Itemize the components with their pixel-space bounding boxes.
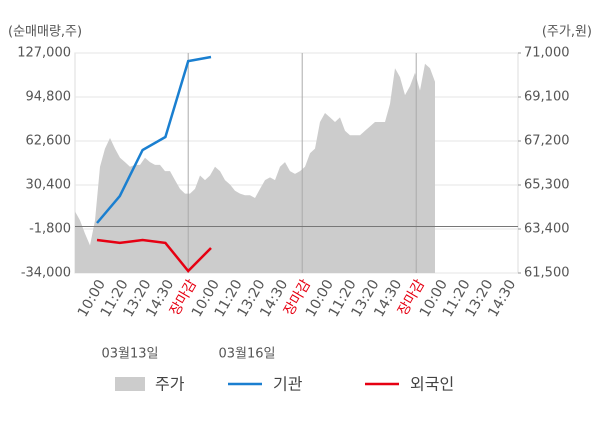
legend-label: 기관	[273, 375, 303, 394]
series-line	[96, 55, 212, 224]
price-area	[75, 63, 435, 274]
y-tick-label: -1,800	[29, 222, 71, 237]
y-tick-label: 127,000	[17, 46, 71, 61]
y-tick-label: 94,800	[26, 90, 72, 105]
y2-tick-label: 61,500	[524, 266, 570, 281]
y2-tick-label: 63,400	[524, 222, 570, 237]
legend-swatch	[115, 377, 145, 391]
y-tick-label: 62,600	[26, 134, 72, 149]
y2-tick-label: 67,200	[524, 134, 570, 149]
y2-tick-label: 69,100	[524, 90, 570, 105]
legend-label: 주가	[155, 375, 185, 394]
series-line	[96, 238, 212, 273]
y-tick-label: 30,400	[26, 178, 72, 193]
y2-axis-label: (주가,원)	[542, 25, 592, 40]
legend-label: 외국인	[410, 375, 454, 394]
y2-tick-label: 71,000	[524, 46, 570, 61]
y-axis-label: (순매매량,주)	[8, 25, 82, 40]
y-tick-label: -34,000	[21, 266, 71, 281]
y2-tick-label: 65,300	[524, 178, 570, 193]
date-label: 03월13일	[101, 347, 158, 362]
date-label: 03월16일	[218, 347, 275, 362]
